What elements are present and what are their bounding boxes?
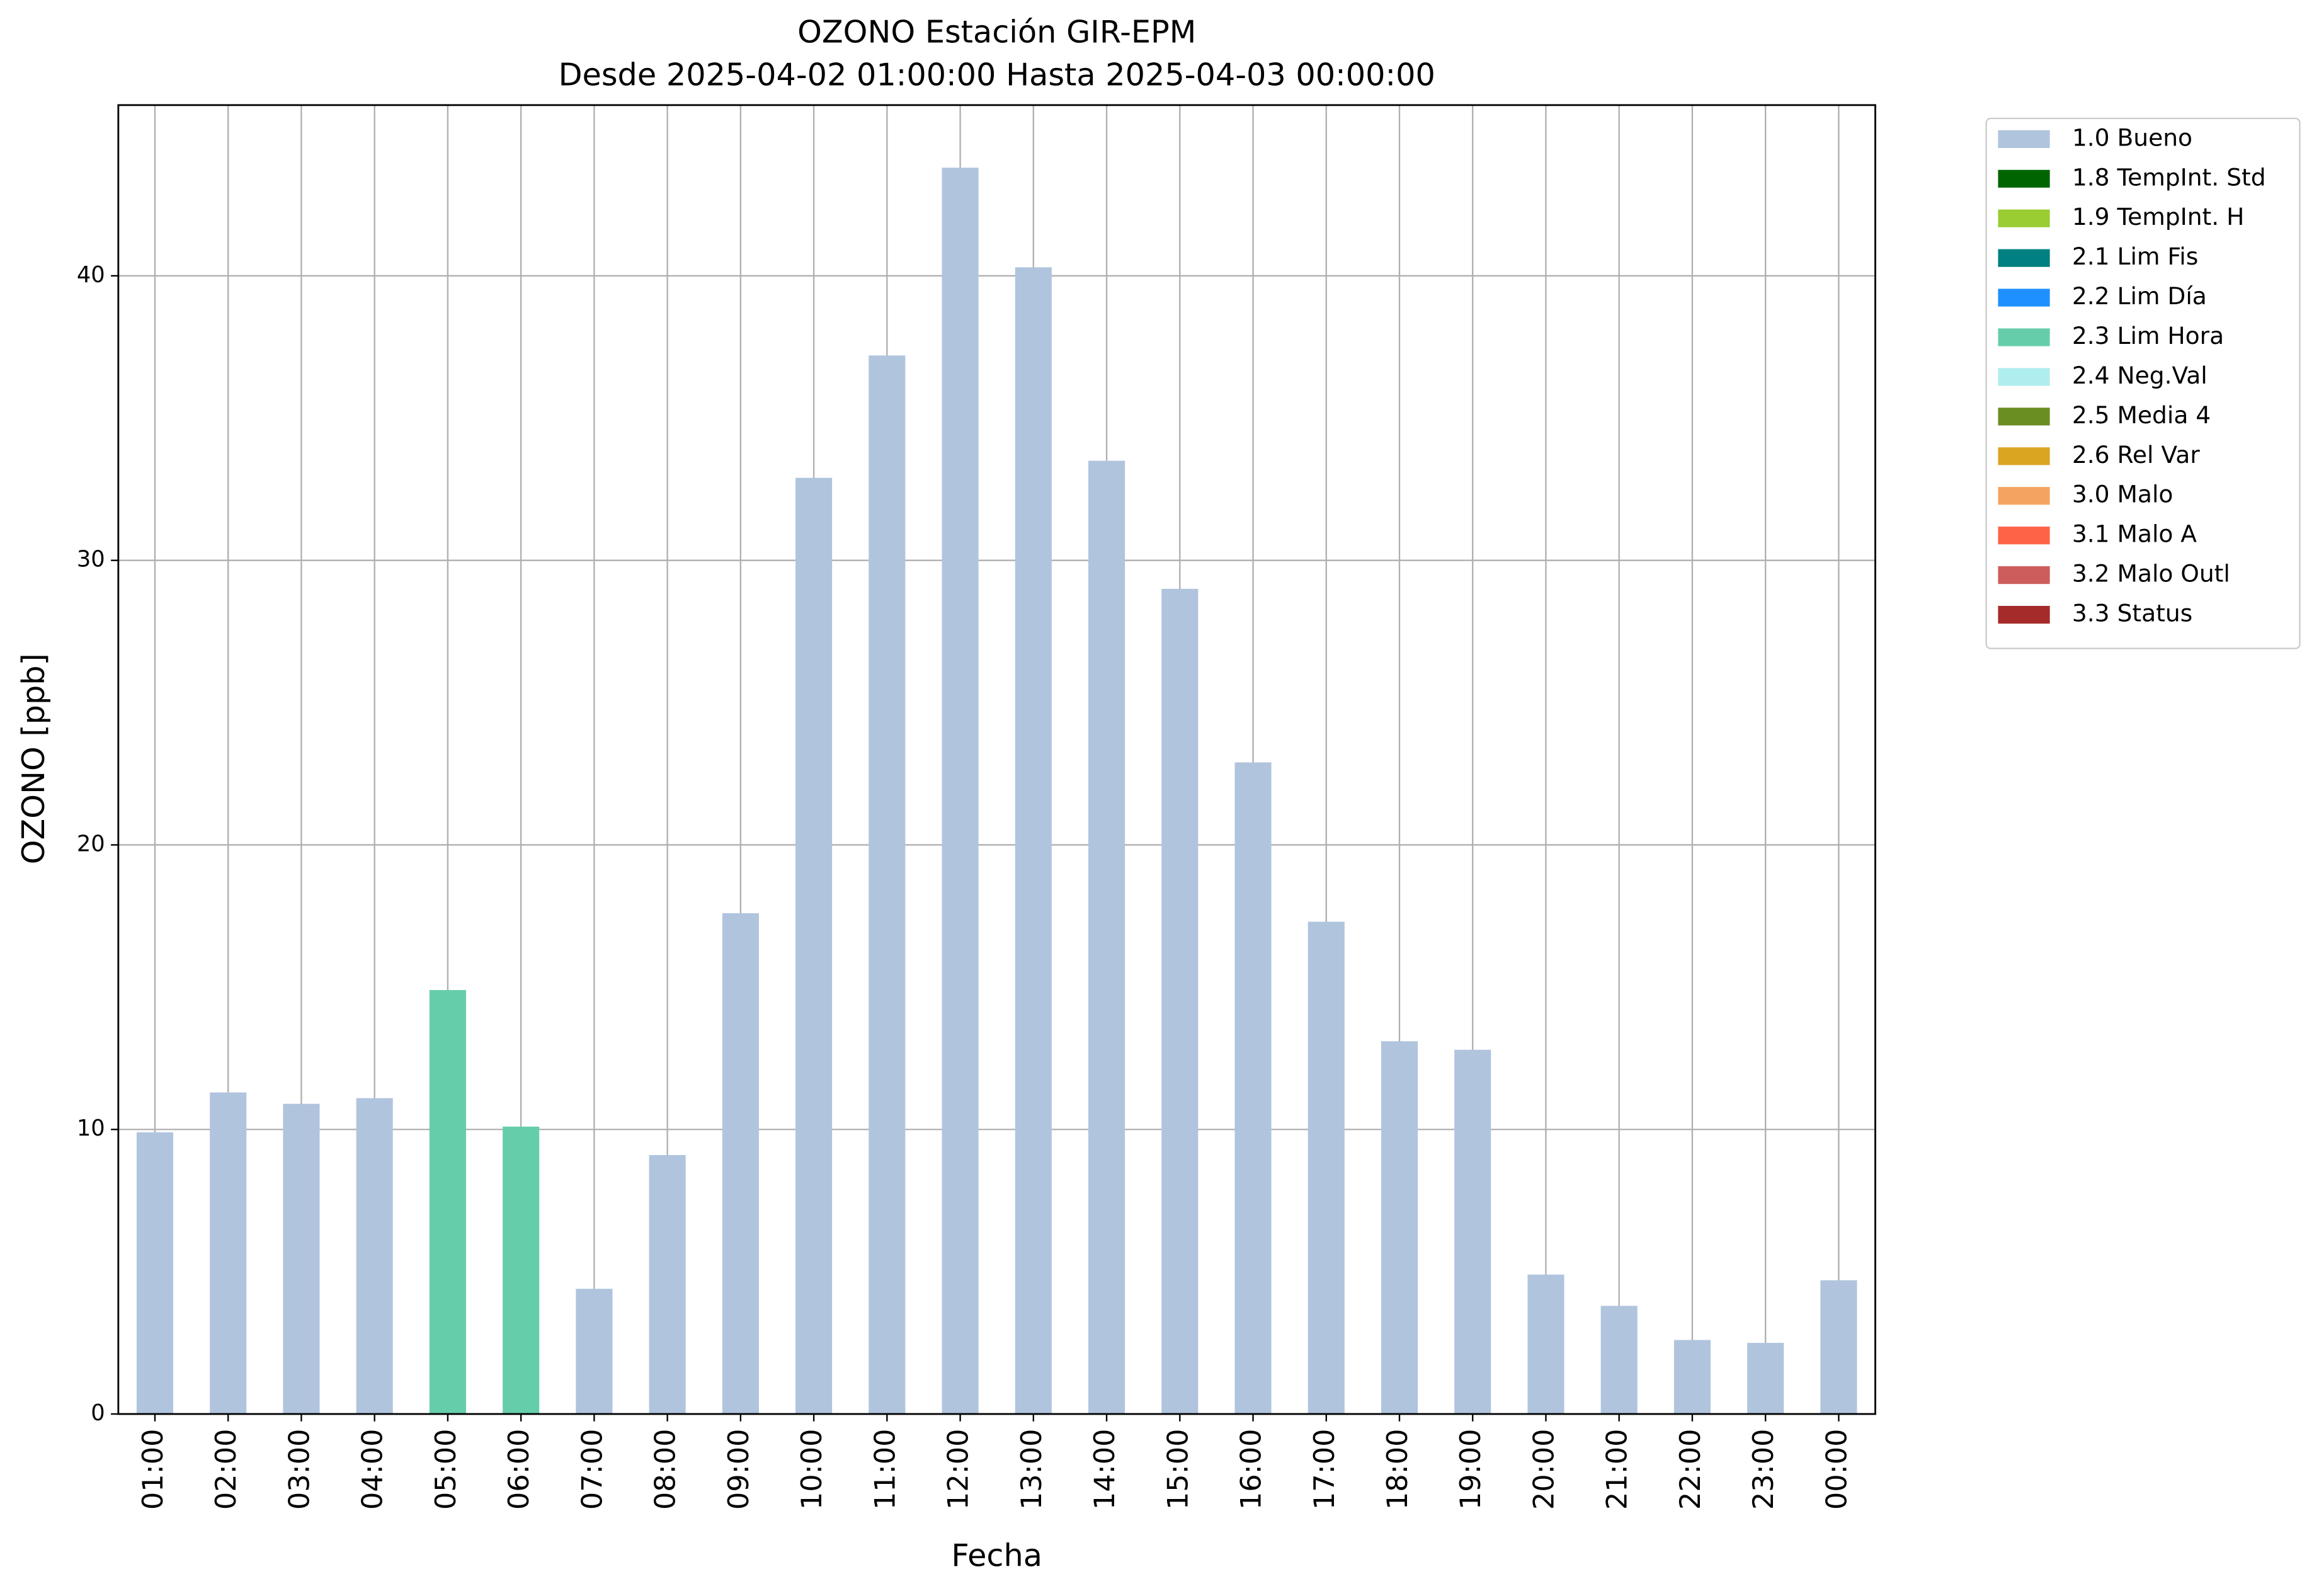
legend-swatch: [1998, 368, 2050, 386]
x-tick-label: 17:00: [1308, 1429, 1341, 1510]
legend-label: 3.1 Malo A: [2072, 520, 2197, 548]
legend-label: 2.2 Lim Día: [2072, 282, 2207, 310]
legend-swatch: [1998, 130, 2050, 148]
x-tick-label: 18:00: [1381, 1429, 1414, 1510]
bar: [503, 1126, 540, 1415]
legend-swatch: [1998, 527, 2050, 545]
bar: [283, 1103, 320, 1415]
x-tick-label: 00:00: [1820, 1429, 1853, 1510]
legend-swatch: [1998, 605, 2050, 624]
x-tick-label: 10:00: [795, 1429, 828, 1510]
legend-swatch: [1998, 169, 2050, 188]
x-tick-label: 21:00: [1601, 1429, 1634, 1510]
legend-swatch: [1998, 487, 2050, 505]
legend-label: 3.3 Status: [2072, 600, 2192, 627]
x-tick-label: 23:00: [1747, 1429, 1780, 1510]
x-tick-label: 03:00: [283, 1429, 316, 1510]
x-tick-label: 09:00: [722, 1429, 755, 1510]
legend-label: 1.0 Bueno: [2072, 123, 2192, 151]
bar: [1161, 588, 1199, 1415]
x-tick-label: 04:00: [356, 1429, 389, 1510]
bar: [429, 989, 466, 1415]
chart-title: OZONO Estación GIR-EPM: [797, 14, 1196, 50]
legend-label: 2.4 Neg.Val: [2072, 362, 2208, 389]
bar: [1015, 267, 1052, 1415]
bar: [1747, 1343, 1784, 1415]
x-tick-label: 01:00: [137, 1429, 169, 1510]
y-tick-label: 30: [77, 547, 105, 573]
legend-swatch: [1998, 566, 2050, 584]
x-tick-label: 05:00: [430, 1429, 462, 1510]
bar: [1454, 1049, 1491, 1415]
legend-label: 3.2 Malo Outl: [2072, 560, 2230, 588]
x-tick-label: 07:00: [576, 1429, 608, 1510]
y-tick-label: 20: [77, 831, 105, 857]
x-tick-label: 11:00: [869, 1429, 901, 1510]
bar: [1381, 1041, 1418, 1415]
y-axis-label: OZONO [ppb]: [15, 653, 52, 864]
bar: [1600, 1306, 1638, 1415]
x-tick-label: 06:00: [503, 1429, 535, 1510]
legend-swatch: [1998, 447, 2050, 465]
x-axis-label: Fecha: [951, 1537, 1042, 1573]
legend-swatch: [1998, 328, 2050, 346]
bar: [356, 1098, 393, 1415]
legend-label: 3.0 Malo: [2072, 481, 2174, 508]
legend-label: 2.1 Lim Fis: [2072, 242, 2198, 270]
x-tick-label: 14:00: [1088, 1429, 1121, 1510]
x-tick-label: 02:00: [210, 1429, 242, 1510]
plot-frame: [117, 104, 1876, 1415]
x-tick-label: 16:00: [1235, 1429, 1268, 1510]
legend-label: 2.6 Rel Var: [2072, 441, 2200, 469]
bar: [1527, 1274, 1564, 1415]
x-tick-label: 19:00: [1454, 1429, 1487, 1510]
bar: [795, 477, 833, 1415]
x-tick-label: 12:00: [942, 1429, 975, 1510]
bar: [649, 1154, 686, 1415]
x-tick-label: 22:00: [1674, 1429, 1707, 1510]
legend-swatch: [1998, 408, 2050, 426]
x-tick-label: 15:00: [1161, 1429, 1194, 1510]
bar: [1673, 1340, 1711, 1415]
legend-swatch: [1998, 288, 2050, 307]
legend-label: 2.5 Media 4: [2072, 401, 2211, 429]
bar: [1308, 921, 1345, 1415]
y-tick-label: 10: [77, 1115, 105, 1141]
legend-swatch: [1998, 209, 2050, 227]
legend-box: [1985, 117, 2301, 649]
bar: [576, 1289, 613, 1415]
x-tick-label: 08:00: [649, 1429, 682, 1510]
legend-label: 1.8 TempInt. Std: [2072, 163, 2266, 191]
legend-label: 2.3 Lim Hora: [2072, 322, 2224, 350]
bar: [1088, 460, 1125, 1415]
y-tick-label: 40: [77, 262, 105, 288]
legend-label: 1.9 TempInt. H: [2072, 203, 2245, 231]
chart-subtitle: Desde 2025-04-02 01:00:00 Hasta 2025-04-…: [559, 57, 1435, 93]
legend-swatch: [1998, 249, 2050, 267]
bar: [1820, 1280, 1857, 1415]
x-tick-label: 20:00: [1527, 1429, 1560, 1510]
bar: [869, 355, 906, 1415]
bar: [1234, 762, 1272, 1415]
y-tick-label: 0: [91, 1400, 105, 1426]
bar: [722, 913, 759, 1415]
bar: [942, 168, 979, 1415]
x-tick-label: 13:00: [1015, 1429, 1048, 1510]
bar: [136, 1132, 174, 1415]
bar: [210, 1092, 247, 1415]
